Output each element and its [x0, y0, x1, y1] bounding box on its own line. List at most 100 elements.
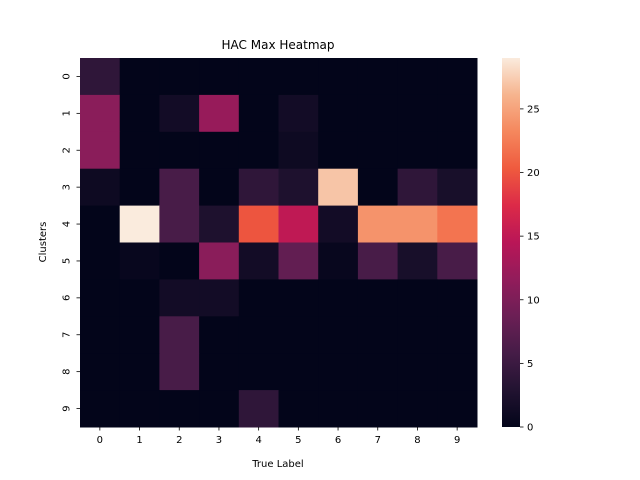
heatmap-cell: [318, 390, 359, 428]
heatmap-cell: [238, 279, 279, 317]
colorbar: 0 5 10 15 20 25: [502, 58, 540, 434]
heatmap-cell: [119, 279, 160, 317]
x-axis-label: True Label: [251, 459, 303, 470]
heatmap-cell: [159, 242, 200, 280]
x-tick-label: 4: [255, 435, 261, 446]
heatmap-cell: [238, 316, 279, 354]
heatmap-cell: [357, 279, 399, 317]
heatmap-cell: [397, 316, 438, 354]
heatmap-cell: [80, 168, 121, 207]
heatmap-cell: [437, 390, 478, 428]
x-tick-label: 9: [454, 435, 460, 446]
heatmap-cell: [318, 353, 359, 391]
y-tick-label: 0: [62, 73, 73, 79]
heatmap-cell: [159, 390, 200, 428]
heatmap-cell: [318, 316, 359, 354]
heatmap-cell: [159, 205, 200, 243]
heatmap-cell: [278, 205, 319, 243]
heatmap-cell: [397, 205, 438, 243]
heatmap-cell: [199, 94, 240, 133]
heatmap-cell: [238, 168, 279, 207]
heatmap-cell: [278, 58, 319, 96]
x-tick-label: 0: [97, 435, 103, 446]
heatmap-cell: [199, 390, 240, 428]
heatmap-cell: [437, 94, 478, 133]
colorbar-tick-label: 0: [527, 423, 533, 434]
heatmap-cell: [318, 94, 359, 133]
heatmap-cell: [80, 205, 121, 243]
colorbar-tick-label: 20: [527, 168, 540, 179]
heatmap-cell: [119, 58, 160, 96]
heatmap-cell: [318, 58, 359, 96]
heatmap-cell: [80, 390, 121, 428]
heatmap-cell: [318, 168, 359, 207]
heatmap-cell: [80, 316, 121, 354]
heatmap-cell: [278, 279, 319, 317]
heatmap-cell: [397, 353, 438, 391]
x-axis-ticks: 0 1 2 3 4 5 6 7 8 9: [97, 427, 460, 446]
heatmap-cell: [80, 58, 121, 96]
heatmap-cell: [199, 131, 240, 170]
heatmap-cell: [119, 131, 160, 170]
heatmap-cell: [159, 131, 200, 170]
x-tick-label: 2: [176, 435, 182, 446]
y-tick-label: 2: [62, 147, 73, 153]
heatmap-cell: [318, 242, 359, 280]
heatmap-cell: [278, 94, 319, 133]
heatmap-cell: [238, 242, 279, 280]
heatmap-cell: [238, 58, 279, 96]
heatmap-cell: [80, 131, 121, 170]
heatmap-cell: [80, 242, 121, 280]
heatmap-cell: [318, 205, 359, 243]
heatmap-cell: [397, 131, 438, 170]
heatmap-cell: [159, 353, 200, 391]
y-tick-label: 8: [62, 368, 73, 374]
heatmap-cell: [437, 353, 478, 391]
y-tick-label: 3: [62, 184, 73, 190]
heatmap-cell: [357, 390, 399, 428]
heatmap-cell: [437, 316, 478, 354]
heatmap-cell: [119, 242, 160, 280]
heatmap-cell: [278, 242, 319, 280]
heatmap-cell: [119, 168, 160, 207]
heatmap-cell: [357, 168, 399, 207]
heatmap-cell: [357, 242, 399, 280]
heatmap-cell: [437, 131, 478, 170]
heatmap-cell: [238, 131, 279, 170]
chart-title: HAC Max Heatmap: [222, 38, 335, 52]
heatmap-cell: [278, 390, 319, 428]
heatmap-cell: [437, 205, 478, 243]
heatmap-cell: [437, 279, 478, 317]
heatmap-cell: [159, 279, 200, 317]
heatmap-cell: [357, 353, 399, 391]
heatmap-cell: [397, 242, 438, 280]
heatmap-cell: [357, 205, 399, 243]
heatmap-cell: [397, 168, 438, 207]
heatmap-cell: [119, 94, 160, 133]
heatmap-cell: [80, 353, 121, 391]
colorbar-tick-label: 15: [527, 232, 540, 243]
y-tick-label: 5: [62, 258, 73, 264]
x-tick-label: 3: [216, 435, 222, 446]
heatmap-cell: [199, 316, 240, 354]
heatmap-cell: [119, 353, 160, 391]
heatmap-cell: [238, 205, 279, 243]
colorbar-tick-label: 10: [527, 295, 540, 306]
heatmap-cell: [397, 279, 438, 317]
heatmap-cell: [318, 131, 359, 170]
heatmap-cell: [80, 279, 121, 317]
heatmap-cell: [278, 131, 319, 170]
heatmap-cell: [278, 316, 319, 354]
colorbar-ticks: 0 5 10 15 20 25: [520, 104, 540, 434]
heatmap-cell: [357, 58, 399, 96]
y-tick-label: 1: [62, 110, 73, 116]
heatmap-cell: [199, 168, 240, 207]
colorbar-tick-label: 5: [527, 359, 533, 370]
colorbar-tick-label: 25: [527, 104, 540, 115]
heatmap-cell: [278, 353, 319, 391]
heatmap-cell: [318, 279, 359, 317]
y-tick-label: 9: [62, 405, 73, 411]
heatmap-cell: [238, 94, 279, 133]
heatmap-cell: [238, 353, 279, 391]
